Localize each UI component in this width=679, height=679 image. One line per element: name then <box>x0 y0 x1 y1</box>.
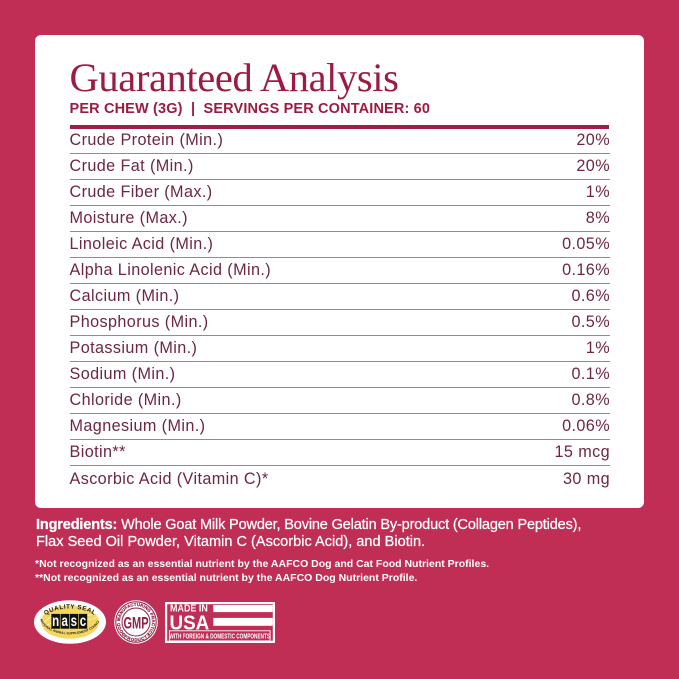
svg-text:a: a <box>62 611 69 629</box>
svg-text:MADE IN: MADE IN <box>170 603 208 615</box>
svg-text:n: n <box>52 611 59 629</box>
svg-text:s: s <box>71 611 78 629</box>
svg-text:c: c <box>80 611 87 629</box>
svg-text:USA: USA <box>170 611 210 634</box>
svg-text:WITH FOREIGN & DOMESTIC COMPON: WITH FOREIGN & DOMESTIC COMPONENTS <box>170 632 271 640</box>
svg-text:GMP: GMP <box>123 613 148 632</box>
